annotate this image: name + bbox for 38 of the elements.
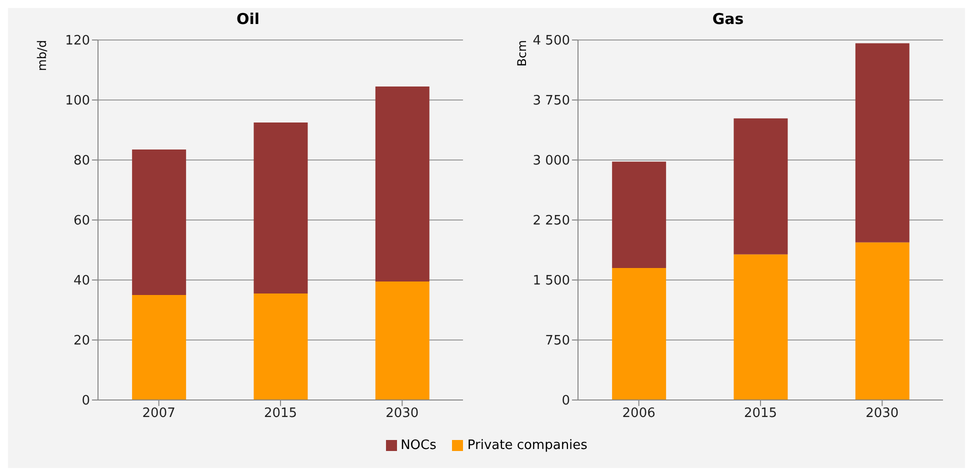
bar [254, 294, 308, 400]
y-tick-label: 40 [73, 274, 90, 289]
bar [375, 86, 430, 282]
bar [132, 295, 186, 400]
y-tick-label: 3 750 [532, 94, 570, 109]
chart-title: Gas [711, 10, 745, 30]
bar [254, 122, 308, 294]
y-axis-title: Bcm [515, 40, 529, 67]
x-tick-label: 2030 [866, 406, 899, 422]
y-tick-label: 60 [73, 214, 90, 229]
legend-label: NOCs [400, 438, 436, 453]
y-tick-label: 0 [562, 394, 570, 409]
x-tick-label: 2030 [386, 406, 419, 422]
bar [612, 268, 666, 400]
y-tick-label: 4 500 [532, 34, 570, 49]
y-tick-label: 20 [73, 334, 90, 349]
y-axis-title: mb/d [35, 40, 49, 71]
x-tick-label: 2006 [622, 406, 656, 422]
bar [734, 118, 788, 254]
bar [375, 282, 430, 400]
chart-title: Oil [235, 10, 261, 30]
x-tick-label: 2015 [744, 406, 778, 422]
bar [734, 254, 788, 400]
y-tick-label: 750 [545, 334, 570, 349]
y-tick-label: 100 [65, 94, 90, 109]
x-tick-label: 2015 [264, 406, 298, 422]
y-tick-label: 120 [65, 34, 90, 49]
y-tick-label: 0 [82, 394, 90, 409]
bar [132, 150, 186, 295]
y-tick-label: 1 500 [532, 274, 570, 289]
x-tick-label: 2007 [142, 406, 176, 422]
y-tick-label: 2 250 [532, 214, 570, 229]
bar [612, 162, 666, 268]
y-tick-label: 80 [73, 154, 90, 169]
bar [855, 43, 910, 242]
y-tick-label: 3 000 [532, 154, 570, 169]
bar [855, 242, 910, 400]
legend-label: Private companies [466, 438, 588, 453]
